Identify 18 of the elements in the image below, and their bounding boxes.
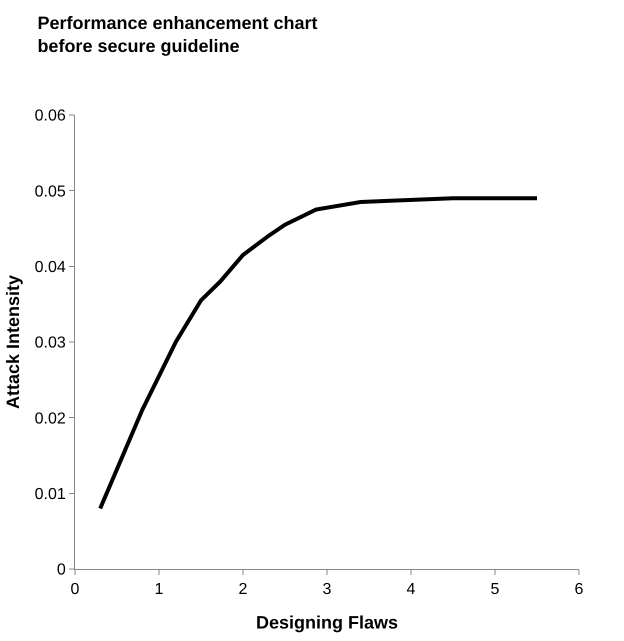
- y-tick-label: 0.03: [34, 334, 66, 352]
- x-tick-label: 4: [406, 581, 416, 598]
- x-tick-label: 3: [322, 581, 332, 598]
- x-tick-label: 2: [238, 581, 248, 598]
- y-tick-label: 0.05: [34, 183, 66, 200]
- y-axis-title: Attack Intensity: [2, 274, 23, 410]
- chart-title: Performance enhancement chart before secure guideline: [37, 12, 318, 56]
- y-tick-label: 0.01: [34, 486, 66, 503]
- y-tick-label: 0.04: [34, 258, 66, 276]
- y-tick-label: 0.02: [34, 410, 66, 428]
- x-tick-label: 1: [154, 581, 164, 598]
- x-tick-label: 0: [70, 581, 80, 598]
- y-tick-label: 0: [56, 562, 66, 579]
- y-tick-label: 0.06: [34, 108, 66, 125]
- line-series: [98, 196, 539, 510]
- x-tick-label: 6: [574, 581, 584, 598]
- x-tick-label: 5: [490, 581, 500, 598]
- x-axis-title: Designing Flaws: [256, 612, 398, 632]
